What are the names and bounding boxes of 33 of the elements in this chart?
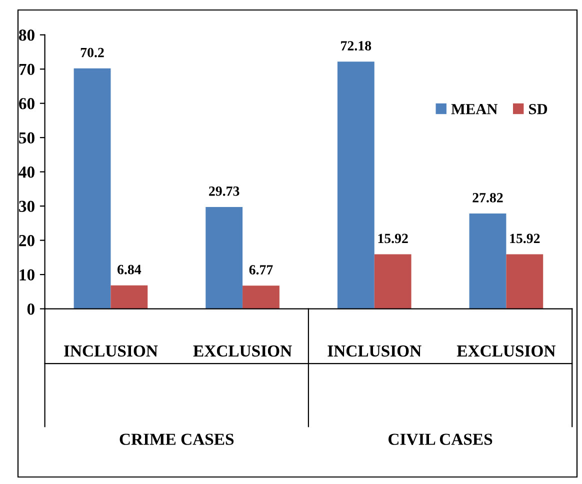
bar [206, 206, 243, 309]
data-label: 15.92 [378, 234, 408, 244]
bar [74, 68, 111, 309]
data-label: 29.73 [209, 186, 240, 196]
bar [242, 286, 280, 309]
y-tick-label: 20 [19, 235, 34, 246]
x-tick-label: INCLUSION [328, 345, 422, 357]
y-tick-label: 80 [18, 30, 34, 41]
x-tick-label: EXCLUSION [456, 345, 556, 357]
y-tick-label: 30 [19, 200, 34, 212]
bar [337, 62, 374, 309]
text: CRIME CASES [120, 434, 234, 445]
y-tick-label: 10 [20, 269, 34, 280]
data-label: 6.77 [249, 265, 273, 275]
x-tick-label: INCLUSION [64, 345, 158, 357]
data-label: 15.92 [510, 234, 540, 244]
data-label: 27.82 [472, 193, 503, 202]
data-label: 72.18 [341, 41, 372, 51]
bar [506, 254, 544, 309]
x-tick-label: EXCLUSION [193, 345, 292, 357]
y-tick-label: 0 [27, 303, 34, 315]
text: CIVIL CASES [388, 434, 492, 445]
y-tick-label: 60 [18, 98, 34, 110]
bar [469, 214, 506, 309]
y-tick-label: 70 [19, 64, 34, 76]
bar [374, 254, 412, 309]
legend-label: SD [529, 104, 548, 114]
y-tick-label: 50 [19, 132, 34, 144]
legend-label: MEAN [451, 104, 498, 114]
data-label: 6.84 [118, 264, 142, 274]
y-tick-label: 40 [18, 166, 34, 178]
bar [110, 285, 148, 309]
data-label: 70.2 [80, 48, 104, 58]
